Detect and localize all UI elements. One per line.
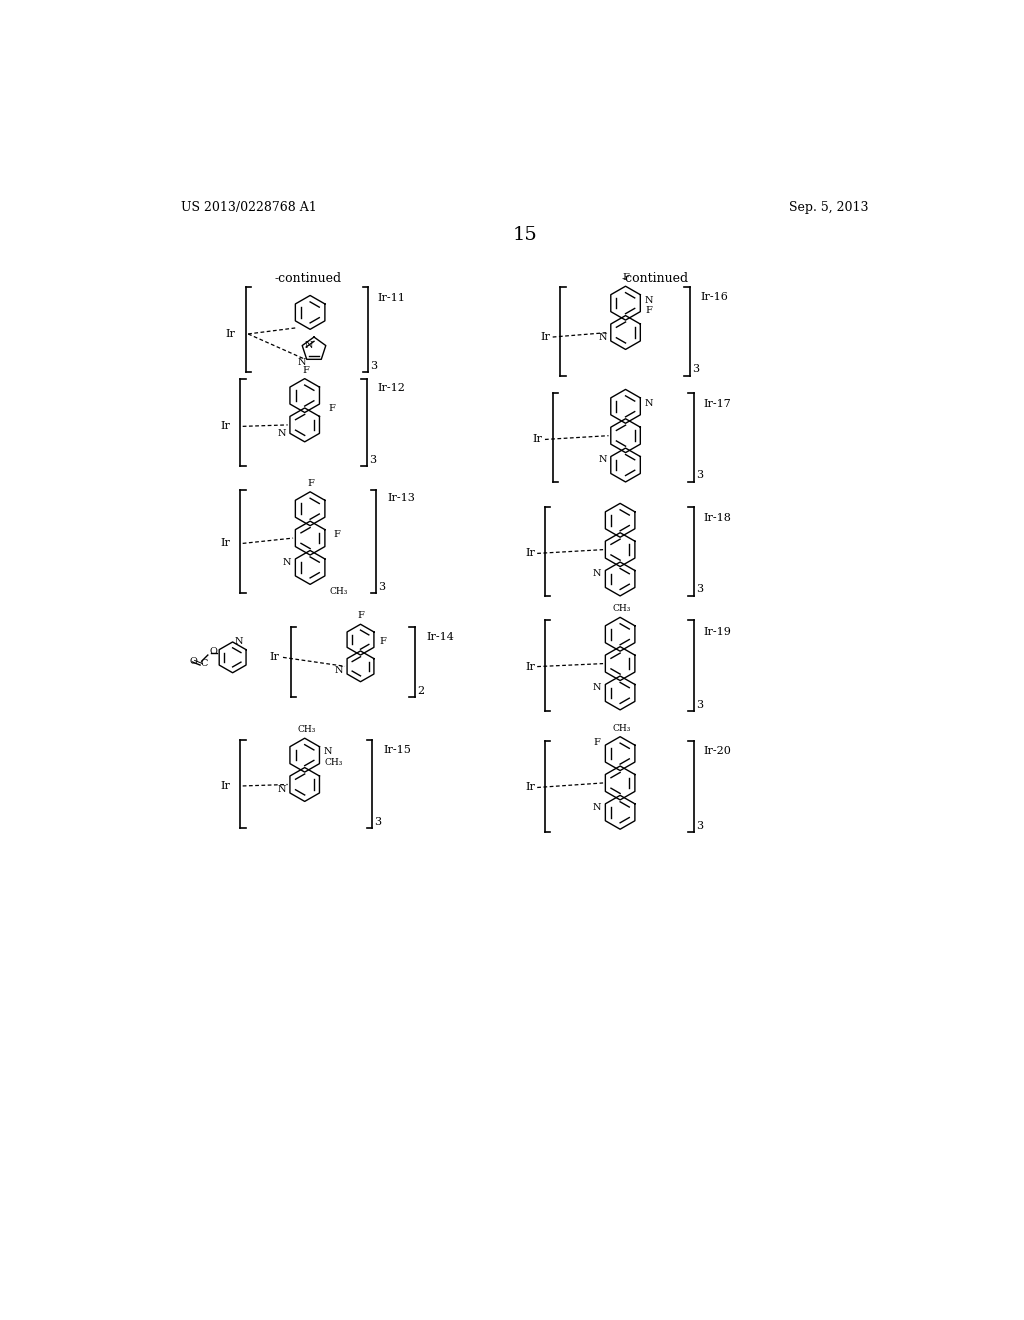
Text: 3: 3 — [692, 364, 699, 374]
Text: F: F — [334, 529, 340, 539]
Text: C: C — [200, 659, 208, 668]
Text: N: N — [593, 569, 601, 578]
Text: Ir: Ir — [269, 652, 280, 663]
Text: Sep. 5, 2013: Sep. 5, 2013 — [790, 201, 869, 214]
Text: 15: 15 — [512, 226, 538, 244]
Text: Ir: Ir — [541, 333, 550, 342]
Text: CH₃: CH₃ — [612, 605, 631, 614]
Text: Ir-17: Ir-17 — [703, 399, 731, 409]
Text: F: F — [307, 479, 314, 488]
Text: F: F — [328, 404, 335, 413]
Text: O: O — [190, 657, 198, 665]
Text: 3: 3 — [375, 817, 382, 826]
Text: N: N — [593, 803, 601, 812]
Text: Ir-18: Ir-18 — [703, 512, 732, 523]
Text: N: N — [593, 684, 601, 693]
Text: F: F — [645, 306, 652, 315]
Text: Ir: Ir — [220, 421, 230, 432]
Text: N: N — [335, 667, 343, 676]
Text: Ir-14: Ir-14 — [426, 632, 455, 642]
Text: Ir: Ir — [220, 781, 230, 791]
Text: CH₃: CH₃ — [330, 587, 348, 597]
Text: Ir-19: Ir-19 — [703, 627, 732, 636]
Text: US 2013/0228768 A1: US 2013/0228768 A1 — [180, 201, 316, 214]
Text: Ir: Ir — [525, 661, 535, 672]
Text: N: N — [598, 333, 607, 342]
Text: Ir: Ir — [525, 783, 535, 792]
Text: Ir: Ir — [532, 434, 543, 445]
Text: Ir-11: Ir-11 — [378, 293, 406, 304]
Text: N: N — [278, 785, 286, 795]
Text: CH₃: CH₃ — [612, 723, 631, 733]
Text: Ir: Ir — [225, 329, 234, 339]
Text: -continued: -continued — [622, 272, 688, 285]
Text: Ir-15: Ir-15 — [384, 744, 412, 755]
Text: Ir-13: Ir-13 — [388, 494, 416, 503]
Text: N: N — [645, 399, 653, 408]
Text: -continued: -continued — [274, 272, 341, 285]
Text: Ir-12: Ir-12 — [378, 383, 406, 393]
Text: 3: 3 — [696, 821, 703, 830]
Text: F: F — [302, 366, 309, 375]
Text: N: N — [234, 638, 243, 647]
Text: 3: 3 — [696, 470, 703, 480]
Text: 3: 3 — [696, 700, 703, 710]
Text: 3: 3 — [371, 360, 378, 371]
Text: CH₃: CH₃ — [324, 759, 342, 767]
Text: 3: 3 — [378, 582, 385, 591]
Text: CH₃: CH₃ — [297, 726, 315, 734]
Text: N: N — [304, 341, 313, 350]
Text: F: F — [623, 273, 630, 282]
Text: N: N — [645, 296, 653, 305]
Text: 2: 2 — [417, 686, 424, 696]
Text: 3: 3 — [696, 585, 703, 594]
Text: Ir-20: Ir-20 — [703, 746, 732, 756]
Text: N: N — [278, 429, 286, 438]
Text: Ir: Ir — [220, 539, 230, 548]
Text: F: F — [594, 738, 601, 747]
Text: 3: 3 — [369, 455, 376, 465]
Text: Ir: Ir — [525, 548, 535, 558]
Text: N: N — [283, 558, 292, 566]
Text: Ir-16: Ir-16 — [700, 293, 728, 302]
Text: O: O — [209, 647, 217, 656]
Text: N: N — [297, 358, 306, 367]
Text: N: N — [598, 455, 607, 465]
Text: F: F — [380, 636, 387, 645]
Text: F: F — [357, 611, 365, 620]
Text: N: N — [324, 747, 333, 756]
